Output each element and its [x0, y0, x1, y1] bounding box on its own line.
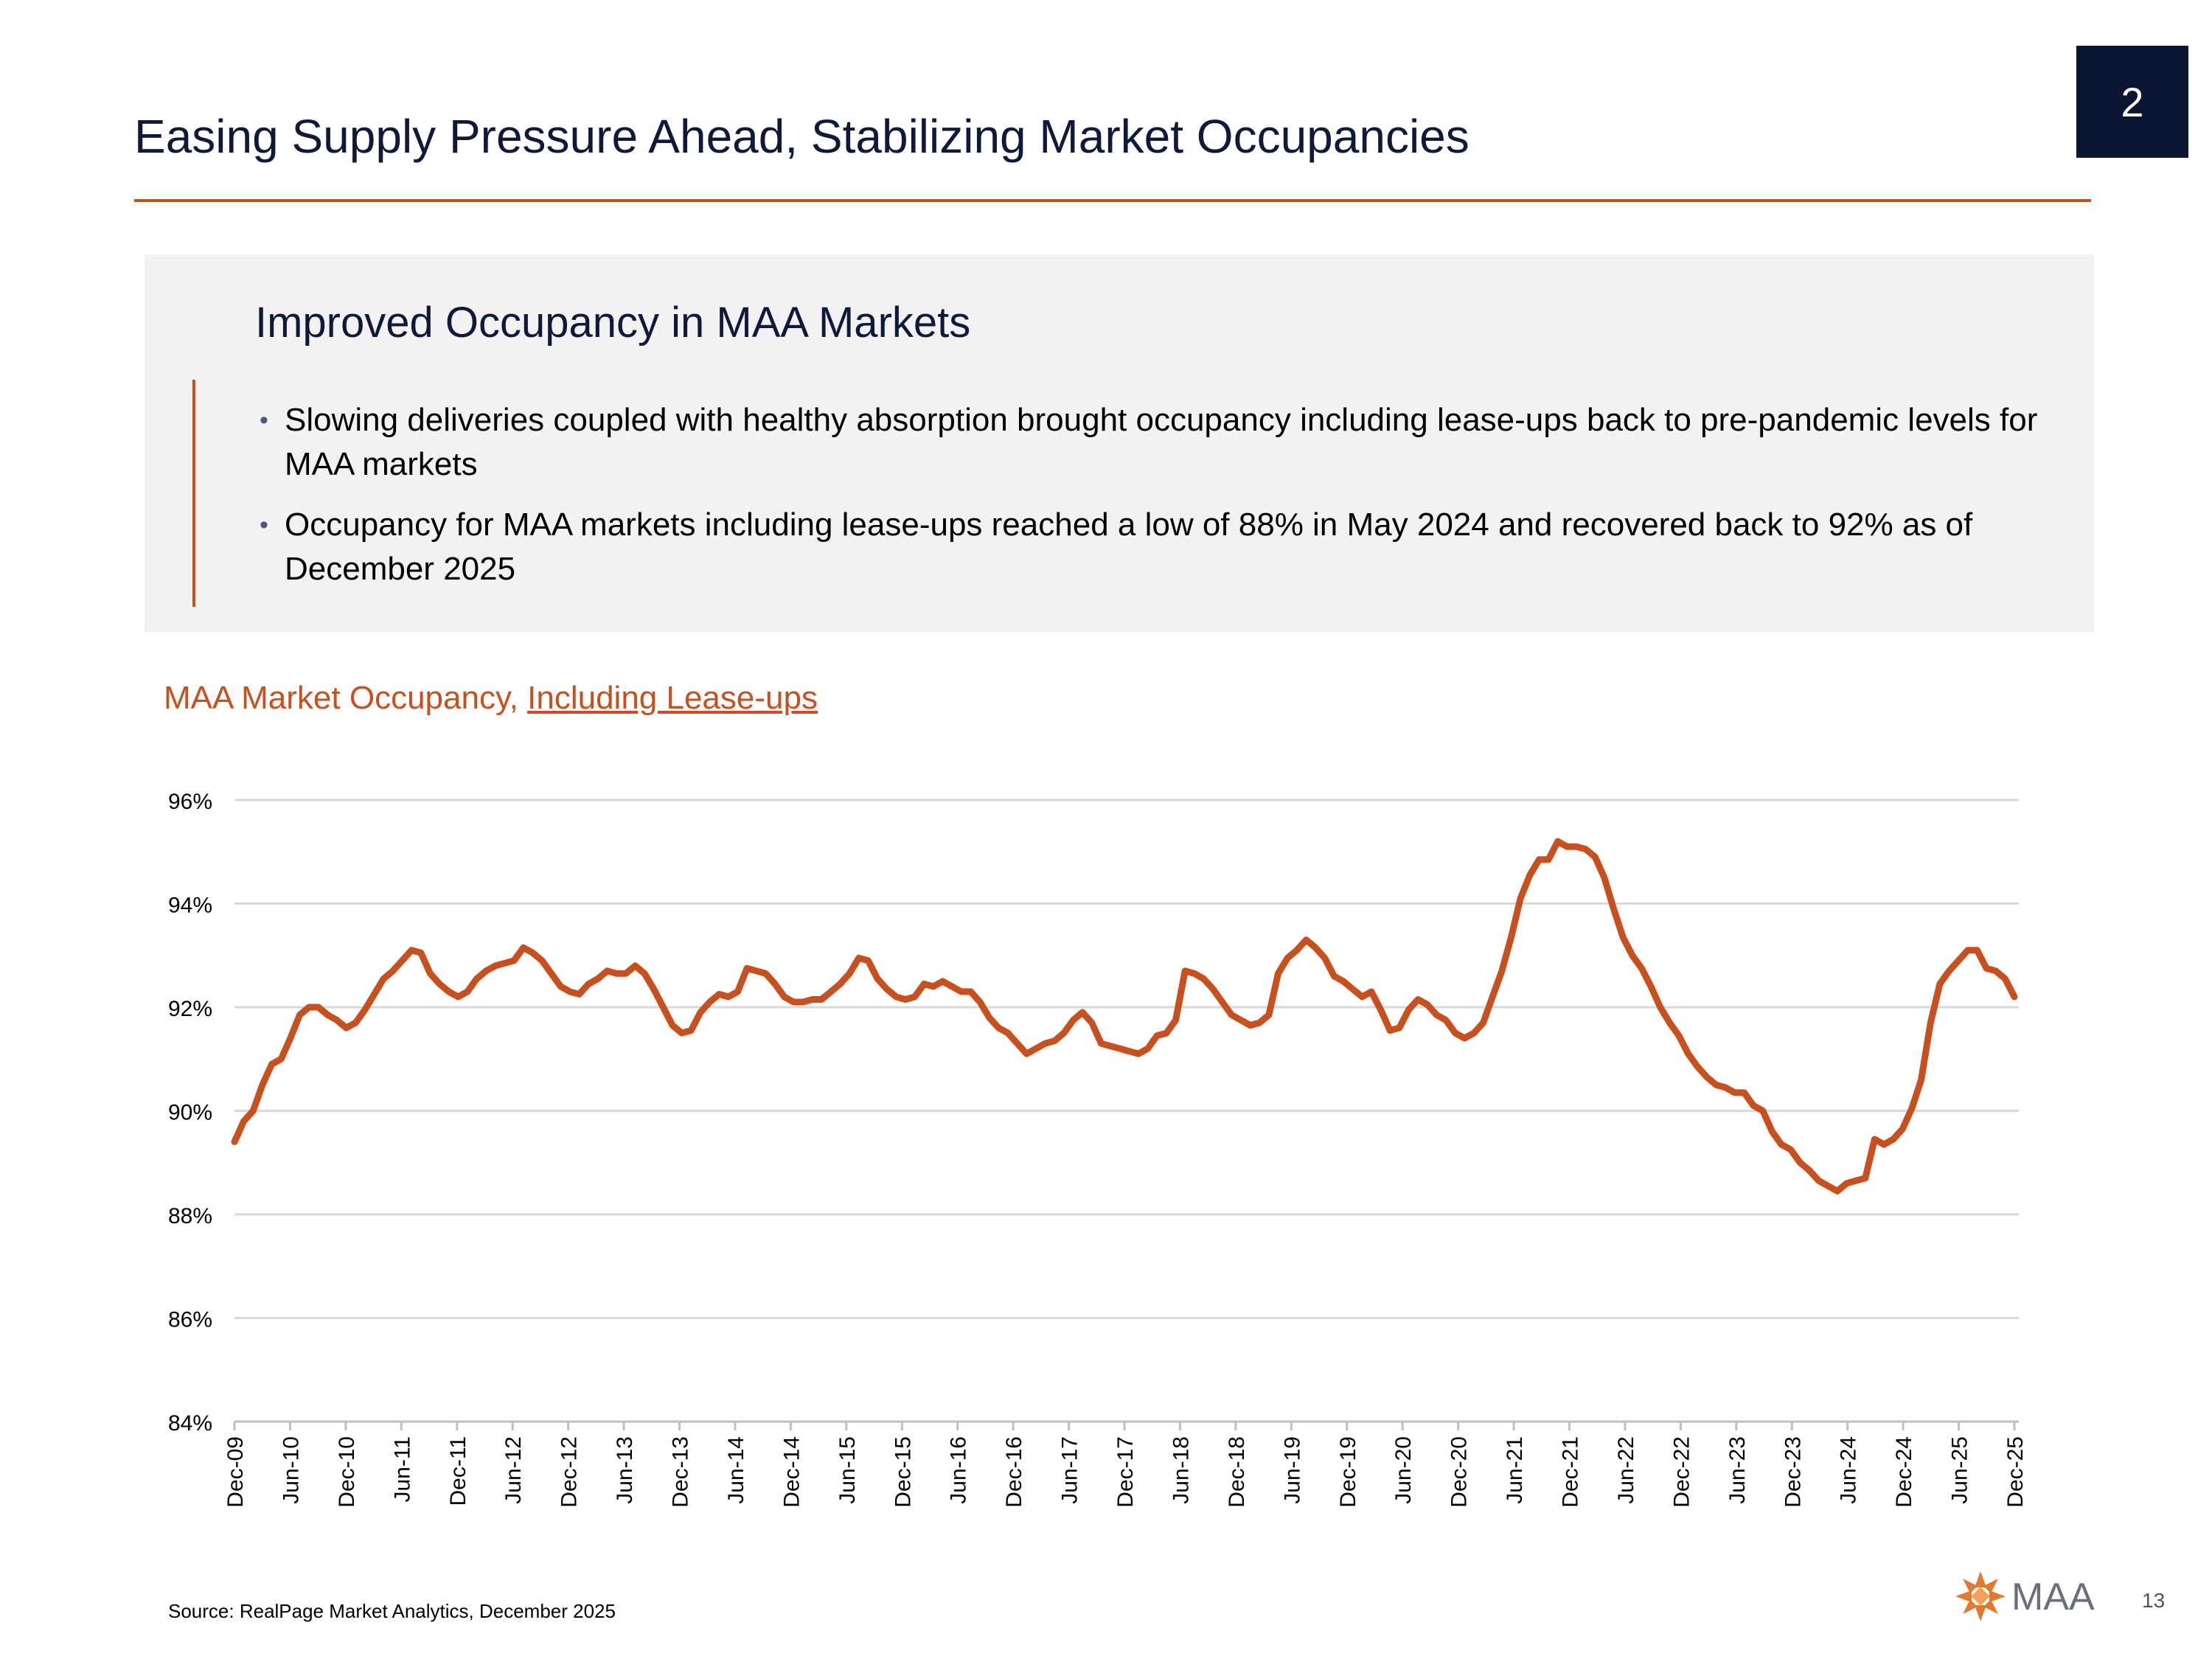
bullet-dot-icon: • — [260, 511, 268, 539]
summary-bullet: • Slowing deliveries coupled with health… — [260, 398, 2051, 487]
x-tick-label: Jun-10 — [279, 1436, 303, 1504]
x-tick-label: Jun-18 — [1169, 1436, 1193, 1504]
series-layer — [231, 838, 2018, 1194]
summary-heading: Improved Occupancy in MAA Markets — [255, 299, 971, 347]
summary-bullet: • Occupancy for MAA markets including le… — [260, 503, 2051, 591]
page-number: 13 — [2142, 1589, 2166, 1612]
x-tick-label: Jun-19 — [1280, 1436, 1304, 1504]
x-tick-label: Dec-11 — [446, 1436, 470, 1506]
summary-panel — [145, 254, 2094, 632]
y-tick-label: 90% — [168, 1101, 212, 1125]
y-tick-label: 92% — [168, 997, 212, 1021]
y-tick-label: 84% — [168, 1411, 212, 1436]
x-tick-label: Dec-14 — [779, 1436, 804, 1508]
x-tick-label: Dec-23 — [1781, 1436, 1805, 1508]
chart-title-emphasis: Including Lease-ups — [527, 680, 818, 716]
y-tick-label: 88% — [168, 1204, 212, 1228]
source-note: Source: RealPage Market Analytics, Decem… — [168, 1600, 616, 1622]
y-tick-label: 86% — [168, 1308, 212, 1332]
x-tick-label: Jun-21 — [1503, 1436, 1527, 1504]
x-axis — [233, 1420, 2019, 1430]
x-tick-label: Jun-23 — [1725, 1436, 1750, 1504]
x-tick-label: Jun-16 — [947, 1436, 971, 1504]
chart-title-main: MAA Market Occupancy, — [164, 680, 528, 716]
x-tick-label: Jun-14 — [724, 1436, 748, 1504]
x-tick-label: Jun-20 — [1391, 1436, 1416, 1504]
title-divider — [134, 199, 2091, 202]
x-tick-label: Jun-25 — [1948, 1436, 1972, 1504]
x-tick-label: Dec-16 — [1002, 1436, 1026, 1508]
x-tick-label: Jun-12 — [501, 1436, 526, 1504]
x-tick-label: Jun-22 — [1614, 1436, 1638, 1504]
x-tick-label: Dec-19 — [1336, 1436, 1360, 1508]
bullet-text: Slowing deliveries coupled with healthy … — [285, 402, 2038, 482]
x-tick-label: Dec-10 — [335, 1436, 359, 1508]
y-tick-label: 94% — [168, 894, 212, 918]
x-tick-label: Jun-17 — [1058, 1436, 1082, 1504]
x-tick-label: Dec-21 — [1559, 1436, 1583, 1508]
accent-bar — [192, 380, 195, 607]
section-number-badge: 2 — [2076, 46, 2188, 158]
x-tick-label: Dec-22 — [1669, 1436, 1694, 1508]
x-tick-label: Dec-18 — [1225, 1436, 1249, 1508]
x-axis-labels: Dec-09 Jun-10 Dec-10 Jun-11 Dec-11 Jun-12 Dec-… — [223, 1436, 2028, 1508]
x-tick-label: Dec-12 — [557, 1436, 582, 1508]
occupancy-series-line — [231, 838, 2018, 1194]
y-tick-label: 96% — [168, 790, 212, 814]
x-tick-label: Dec-09 — [223, 1436, 248, 1508]
bullet-text: Occupancy for MAA markets including leas… — [285, 507, 1973, 587]
x-tick-label: Jun-15 — [835, 1436, 860, 1504]
x-tick-label: Dec-25 — [2003, 1436, 2028, 1508]
chart-title: MAA Market Occupancy, Including Lease-up… — [164, 680, 818, 717]
x-tick-label: Jun-24 — [1837, 1436, 1861, 1504]
starburst-logo-icon — [1955, 1571, 2006, 1621]
page-title: Easing Supply Pressure Ahead, Stabilizin… — [134, 110, 1470, 163]
x-tick-label: Dec-17 — [1113, 1436, 1138, 1508]
x-tick-label: Dec-13 — [669, 1436, 693, 1508]
x-tick-label: Jun-13 — [613, 1436, 637, 1504]
y-axis-labels: 84% 86% 88% 90% 92% 94% 96% — [168, 790, 212, 1436]
bullet-dot-icon: • — [260, 406, 268, 434]
logo-wordmark: MAA — [2011, 1576, 2095, 1618]
x-tick-label: Jun-11 — [390, 1436, 414, 1503]
maa-logo: MAA — [1955, 1571, 2095, 1621]
x-tick-label: Dec-15 — [891, 1436, 915, 1508]
x-tick-label: Dec-24 — [1892, 1436, 1916, 1508]
gridlines — [234, 799, 2019, 1319]
x-tick-label: Dec-20 — [1447, 1436, 1472, 1508]
